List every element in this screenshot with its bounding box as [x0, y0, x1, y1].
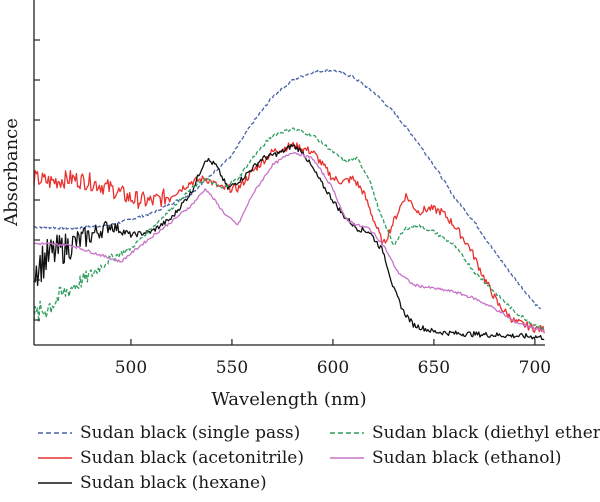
legend-label-3: Sudan black (diethyl ether): [372, 423, 600, 443]
series-line-2: [33, 143, 545, 341]
x-tick-label-0: 500: [115, 358, 147, 378]
x-tick-group: 500 550 600 650 700: [115, 339, 551, 378]
x-axis-label: Wavelength (nm): [211, 389, 366, 410]
plot-series-group: [33, 69, 545, 341]
legend: Sudan black (single pass) Sudan black (ac…: [38, 423, 600, 493]
x-tick-label-1: 550: [216, 358, 248, 378]
series-line-4: [33, 152, 545, 333]
legend-label-2: Sudan black (hexane): [80, 473, 267, 493]
legend-label-0: Sudan black (single pass): [80, 423, 300, 443]
x-tick-label-2: 600: [317, 358, 349, 378]
y-axis-label: Absorbance: [1, 118, 22, 227]
x-tick-label-3: 650: [418, 358, 450, 378]
y-tick-marks: [34, 39, 40, 321]
series-line-0: [33, 69, 542, 310]
series-line-1: [33, 141, 545, 334]
legend-label-1: Sudan black (acetonitrile): [80, 448, 304, 468]
legend-label-4: Sudan black (ethanol): [372, 448, 562, 468]
x-tick-label-4: 700: [519, 358, 551, 378]
series-line-3: [33, 127, 545, 330]
